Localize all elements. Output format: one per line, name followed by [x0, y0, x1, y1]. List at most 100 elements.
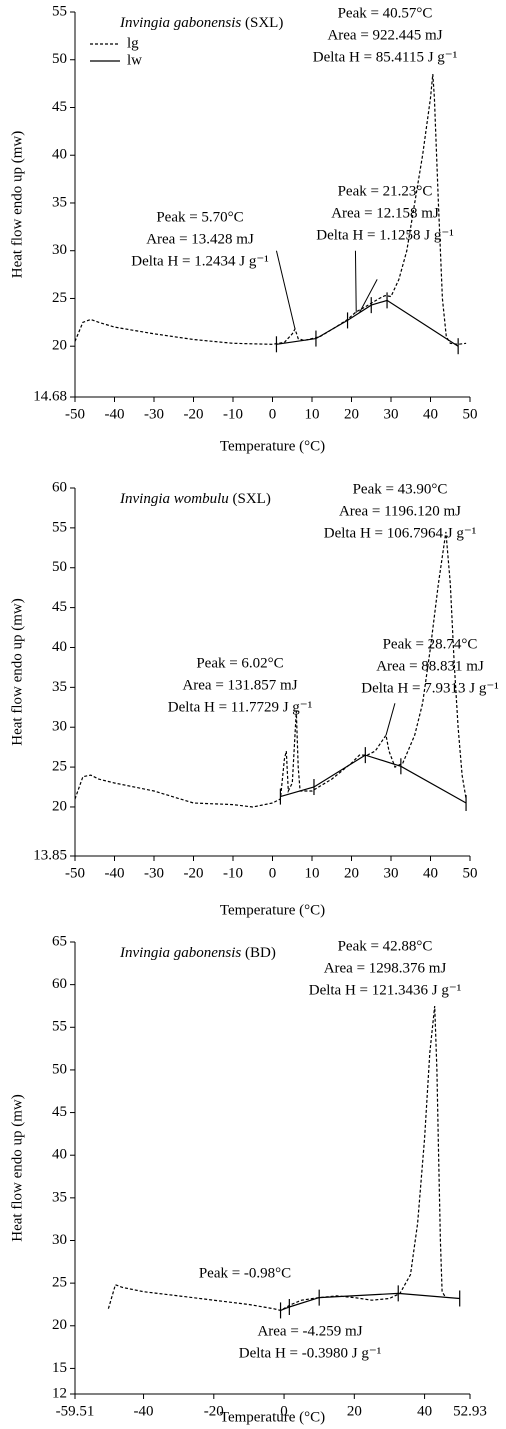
- annotation: Delta H = 1.2434 J g⁻¹: [131, 253, 269, 269]
- title-species: Invingia gabonensis: [119, 15, 241, 31]
- x-tick-label: -10: [223, 406, 243, 422]
- series-line: [74, 74, 467, 345]
- annotation: Delta H = 7.9313 J g⁻¹: [361, 680, 499, 696]
- y-tick-label: 13.85: [33, 847, 67, 863]
- legend-label: lw: [127, 52, 142, 68]
- series-line: [276, 299, 459, 347]
- y-tick-label: 15: [52, 1360, 67, 1376]
- annotation: Peak = 5.70°C: [156, 209, 243, 225]
- x-tick-label: -40: [105, 865, 125, 881]
- x-tick-label: -59.51: [56, 1403, 95, 1419]
- panel-title: Invingia gabonensis (SXL): [119, 15, 283, 31]
- annotation: Peak = 28.74°C: [383, 636, 478, 652]
- title-note: (SXL): [233, 491, 271, 507]
- x-axis-label: Temperature (°C): [220, 902, 325, 918]
- annotation: Delta H = 121.3436 J g⁻¹: [309, 982, 462, 998]
- annotation: Peak = 6.02°C: [196, 655, 283, 671]
- x-tick-label: 0: [280, 1403, 288, 1419]
- x-tick-label: -20: [184, 865, 204, 881]
- annotation: Peak = 42.88°C: [338, 938, 433, 954]
- y-tick-label: 40: [52, 639, 67, 655]
- y-tick-label: 14.68: [33, 388, 67, 404]
- y-tick-label: 30: [52, 719, 67, 735]
- annotation: Area = 131.857 mJ: [182, 677, 297, 693]
- x-tick-label: -30: [144, 406, 164, 422]
- x-tick-label: 0: [269, 865, 277, 881]
- y-tick-label: 12: [52, 1385, 67, 1401]
- y-tick-label: 25: [52, 759, 67, 775]
- y-tick-label: 55: [52, 3, 67, 19]
- x-tick-label: -40: [105, 406, 125, 422]
- annotation: Peak = 43.90°C: [353, 481, 448, 497]
- y-tick-label: 40: [52, 147, 67, 163]
- leader-line: [385, 703, 396, 736]
- x-tick-label: -20: [184, 406, 204, 422]
- leader-line: [275, 250, 296, 330]
- x-tick-label: -40: [134, 1403, 154, 1419]
- annotation: Delta H = 1.1258 J g⁻¹: [316, 227, 454, 243]
- legend-label: lg: [127, 35, 139, 51]
- y-tick-label: 50: [52, 1061, 67, 1077]
- y-tick-label: 45: [52, 599, 67, 615]
- x-tick-label: 50: [463, 865, 478, 881]
- annotation: Area = 88.831 mJ: [376, 658, 484, 674]
- x-tick-label: 30: [384, 406, 399, 422]
- y-tick-label: 50: [52, 51, 67, 67]
- panel-title: Invingia gabonensis (BD): [119, 945, 276, 961]
- y-tick-label: 25: [52, 290, 67, 306]
- x-tick-label: -20: [204, 1403, 224, 1419]
- annotation: Delta H = 11.7729 J g⁻¹: [168, 699, 312, 715]
- y-tick-label: 20: [52, 798, 67, 814]
- annotation: Area = 1196.120 mJ: [339, 503, 461, 519]
- y-tick-label: 45: [52, 99, 67, 115]
- annotation: Area = -4.259 mJ: [257, 1323, 362, 1339]
- x-tick-label: 10: [305, 406, 320, 422]
- x-tick-label: 20: [347, 1403, 362, 1419]
- x-tick-label: 30: [384, 865, 399, 881]
- panel-title: Invingia wombulu (SXL): [119, 491, 271, 507]
- x-tick-label: 40: [417, 1403, 432, 1419]
- x-tick-label: 40: [423, 406, 438, 422]
- annotation: Delta H = 106.7964 J g⁻¹: [324, 525, 477, 541]
- y-tick-label: 60: [52, 976, 67, 992]
- x-tick-label: -30: [144, 865, 164, 881]
- y-axis-label: Heat flow endo up (mw): [9, 598, 25, 745]
- annotation: Peak = 40.57°C: [338, 5, 433, 21]
- y-tick-label: 50: [52, 559, 67, 575]
- title-species: Invingia wombulu: [119, 491, 229, 507]
- y-tick-label: 35: [52, 1189, 67, 1205]
- x-tick-label: 0: [269, 406, 277, 422]
- leader-line: [354, 250, 357, 313]
- title-note: (SXL): [245, 15, 283, 31]
- x-axis-label: Temperature (°C): [220, 438, 325, 454]
- title-note: (BD): [245, 945, 276, 961]
- x-tick-label: 10: [305, 865, 320, 881]
- x-tick-label: -50: [65, 865, 85, 881]
- y-tick-label: 65: [52, 933, 67, 949]
- x-tick-label: 20: [344, 406, 359, 422]
- y-tick-label: 60: [52, 479, 67, 495]
- y-tick-label: 55: [52, 519, 67, 535]
- annotation: Area = 13.428 mJ: [146, 231, 254, 247]
- x-tick-label: -50: [65, 406, 85, 422]
- y-tick-label: 25: [52, 1275, 67, 1291]
- x-tick-label: 52.93: [453, 1403, 487, 1419]
- y-tick-label: 20: [52, 1317, 67, 1333]
- y-axis-label: Heat flow endo up (mw): [9, 1094, 25, 1241]
- annotation: Delta H = -0.3980 J g⁻¹: [239, 1345, 382, 1361]
- leader-line: [358, 279, 378, 314]
- y-tick-label: 20: [52, 338, 67, 354]
- y-tick-label: 30: [52, 1232, 67, 1248]
- annotation: Area = 922.445 mJ: [327, 27, 442, 43]
- y-tick-label: 35: [52, 679, 67, 695]
- title-species: Invingia gabonensis: [119, 945, 241, 961]
- y-tick-label: 40: [52, 1147, 67, 1163]
- x-tick-label: 20: [344, 865, 359, 881]
- x-tick-label: -10: [223, 865, 243, 881]
- y-axis-label: Heat flow endo up (mw): [9, 131, 25, 278]
- series-line: [74, 531, 467, 808]
- series-line: [280, 754, 467, 804]
- series-line: [107, 1005, 447, 1312]
- y-tick-label: 35: [52, 194, 67, 210]
